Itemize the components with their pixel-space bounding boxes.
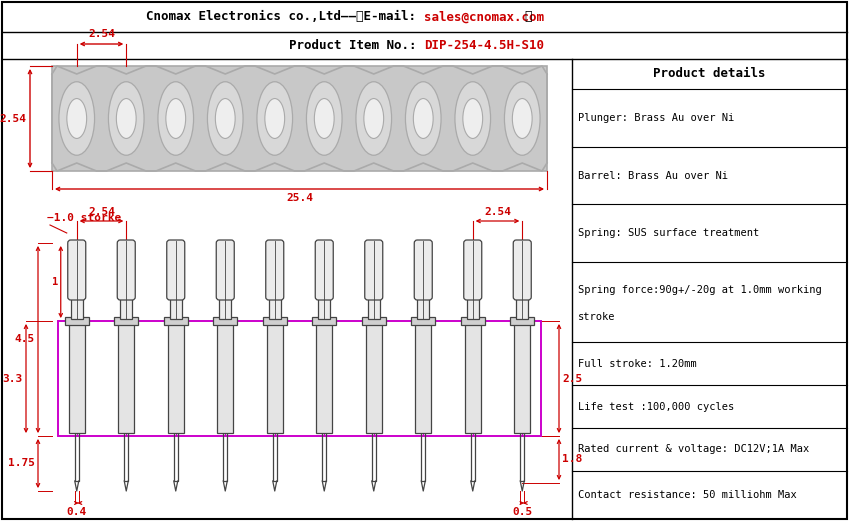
Bar <box>70 297 82 319</box>
Ellipse shape <box>504 82 540 155</box>
Text: 1.75: 1.75 <box>8 458 35 468</box>
Bar <box>168 321 183 433</box>
Ellipse shape <box>314 98 335 139</box>
Bar <box>58 321 541 436</box>
Text: Rated current & voltage: DC12V;1A Max: Rated current & voltage: DC12V;1A Max <box>578 444 809 454</box>
Bar <box>312 317 336 325</box>
Bar <box>115 317 138 325</box>
Bar <box>461 317 485 325</box>
Ellipse shape <box>455 82 491 155</box>
Text: 25.4: 25.4 <box>286 193 313 203</box>
Bar <box>65 317 89 325</box>
Bar <box>118 321 134 433</box>
Bar <box>415 321 431 433</box>
FancyBboxPatch shape <box>365 240 383 300</box>
Text: Spring: SUS surface treatment: Spring: SUS surface treatment <box>578 228 759 239</box>
Bar <box>170 297 182 319</box>
Ellipse shape <box>306 82 342 155</box>
FancyBboxPatch shape <box>68 240 86 300</box>
Ellipse shape <box>116 98 136 139</box>
FancyBboxPatch shape <box>514 240 531 300</box>
Text: 0.5: 0.5 <box>512 507 532 517</box>
Bar <box>69 321 85 433</box>
Text: 2.5: 2.5 <box>562 374 582 383</box>
Text: Spring force:90g+/-20g at 1.0mm working: Spring force:90g+/-20g at 1.0mm working <box>578 286 822 295</box>
Ellipse shape <box>166 98 186 139</box>
Text: −1.0 storke: −1.0 storke <box>47 213 121 223</box>
Text: DIP-254-4.5H-S10: DIP-254-4.5H-S10 <box>424 39 544 52</box>
Ellipse shape <box>158 82 194 155</box>
FancyBboxPatch shape <box>166 240 185 300</box>
Text: Life test :100,000 cycles: Life test :100,000 cycles <box>578 402 734 412</box>
Text: 1: 1 <box>53 277 59 287</box>
Bar <box>411 317 436 325</box>
Bar <box>362 317 385 325</box>
Bar <box>267 321 283 433</box>
Text: 1.8: 1.8 <box>562 454 582 465</box>
Text: sales@cnomax.com: sales@cnomax.com <box>424 10 544 23</box>
Ellipse shape <box>59 82 94 155</box>
Bar <box>164 317 188 325</box>
Text: ）: ） <box>525 10 532 23</box>
Text: Product Item No.:: Product Item No.: <box>289 39 424 52</box>
Text: Product details: Product details <box>653 68 766 80</box>
Ellipse shape <box>67 98 87 139</box>
Text: 2.54: 2.54 <box>484 207 511 217</box>
Bar <box>219 297 231 319</box>
Text: 3.3: 3.3 <box>3 374 23 383</box>
Text: Full stroke: 1.20mm: Full stroke: 1.20mm <box>578 359 697 369</box>
Bar <box>262 317 287 325</box>
Ellipse shape <box>463 98 482 139</box>
Bar <box>316 321 332 433</box>
Bar <box>510 317 534 325</box>
Bar <box>213 317 237 325</box>
Ellipse shape <box>257 82 293 155</box>
Ellipse shape <box>406 82 441 155</box>
Ellipse shape <box>356 82 391 155</box>
Text: stroke: stroke <box>578 312 616 322</box>
Text: 2.54: 2.54 <box>88 207 115 217</box>
Ellipse shape <box>207 82 243 155</box>
Ellipse shape <box>413 98 433 139</box>
Ellipse shape <box>512 98 532 139</box>
Ellipse shape <box>216 98 235 139</box>
Bar <box>368 297 380 319</box>
Text: 2.54: 2.54 <box>0 114 26 123</box>
Bar <box>217 321 233 433</box>
Text: 0.4: 0.4 <box>66 507 87 517</box>
Ellipse shape <box>364 98 384 139</box>
Ellipse shape <box>265 98 284 139</box>
Text: Plunger: Brass Au over Ni: Plunger: Brass Au over Ni <box>578 113 734 123</box>
Bar <box>366 321 382 433</box>
FancyBboxPatch shape <box>414 240 432 300</box>
Ellipse shape <box>109 82 144 155</box>
Text: Barrel: Brass Au over Ni: Barrel: Brass Au over Ni <box>578 170 728 181</box>
FancyBboxPatch shape <box>464 240 481 300</box>
Bar <box>121 297 132 319</box>
Bar <box>467 297 479 319</box>
Bar <box>417 297 430 319</box>
Bar <box>516 297 528 319</box>
Bar <box>269 297 281 319</box>
FancyBboxPatch shape <box>117 240 135 300</box>
Text: Cnomax Electronics co.,Ltd——（E-mail:: Cnomax Electronics co.,Ltd——（E-mail: <box>147 10 424 23</box>
Bar <box>52 66 547 171</box>
Text: Contact resistance: 50 milliohm Max: Contact resistance: 50 milliohm Max <box>578 490 796 500</box>
FancyBboxPatch shape <box>216 240 234 300</box>
FancyBboxPatch shape <box>315 240 334 300</box>
Text: 2.54: 2.54 <box>88 29 115 39</box>
Bar <box>514 321 531 433</box>
FancyBboxPatch shape <box>266 240 284 300</box>
Text: 4.5: 4.5 <box>14 334 35 344</box>
Bar <box>464 321 481 433</box>
Bar <box>318 297 330 319</box>
